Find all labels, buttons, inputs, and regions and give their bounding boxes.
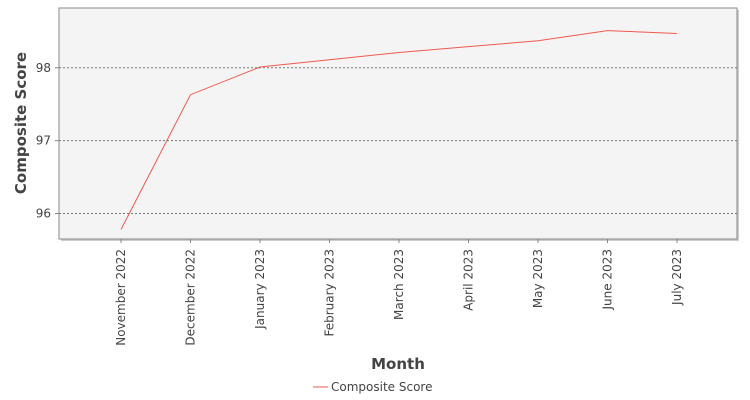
data-point-0-2 xyxy=(259,66,262,69)
x-tick-label-6: May 2023 xyxy=(531,249,545,308)
x-tick-label-3: February 2023 xyxy=(323,249,337,337)
y-tick-label-0: 96 xyxy=(36,206,51,220)
series-layer xyxy=(120,29,679,231)
data-point-0-8 xyxy=(676,32,679,35)
data-point-0-6 xyxy=(537,39,540,42)
data-point-0-4 xyxy=(398,51,401,54)
x-tick-label-2: January 2023 xyxy=(253,249,267,330)
y-axis-ticks: 96 97 98 xyxy=(36,61,59,220)
plot-area xyxy=(58,7,738,240)
legend: Composite Score xyxy=(313,380,432,394)
legend-label: Composite Score xyxy=(331,380,432,394)
x-tick-label-7: June 2023 xyxy=(601,249,615,311)
y-axis-title: Composite Score xyxy=(12,52,30,194)
x-tick-label-4: March 2023 xyxy=(392,249,406,320)
x-tick-label-8: July 2023 xyxy=(670,249,684,306)
x-axis-ticks: November 2022 December 2022 January 2023 Fe… xyxy=(114,239,684,346)
x-axis-title: Month xyxy=(371,355,425,373)
grid-lines xyxy=(59,67,737,214)
y-tick-label-1: 97 xyxy=(36,134,51,148)
y-tick-label-2: 98 xyxy=(36,61,51,75)
x-tick-label-5: April 2023 xyxy=(462,249,476,311)
x-tick-label-0: November 2022 xyxy=(114,249,128,346)
series-line-0 xyxy=(120,30,678,230)
x-tick-label-1: December 2022 xyxy=(184,249,198,346)
data-point-0-1 xyxy=(189,93,192,96)
data-point-0-0 xyxy=(120,228,123,231)
data-point-0-7 xyxy=(606,29,609,32)
data-point-0-3 xyxy=(328,58,331,61)
data-point-0-5 xyxy=(467,45,470,48)
